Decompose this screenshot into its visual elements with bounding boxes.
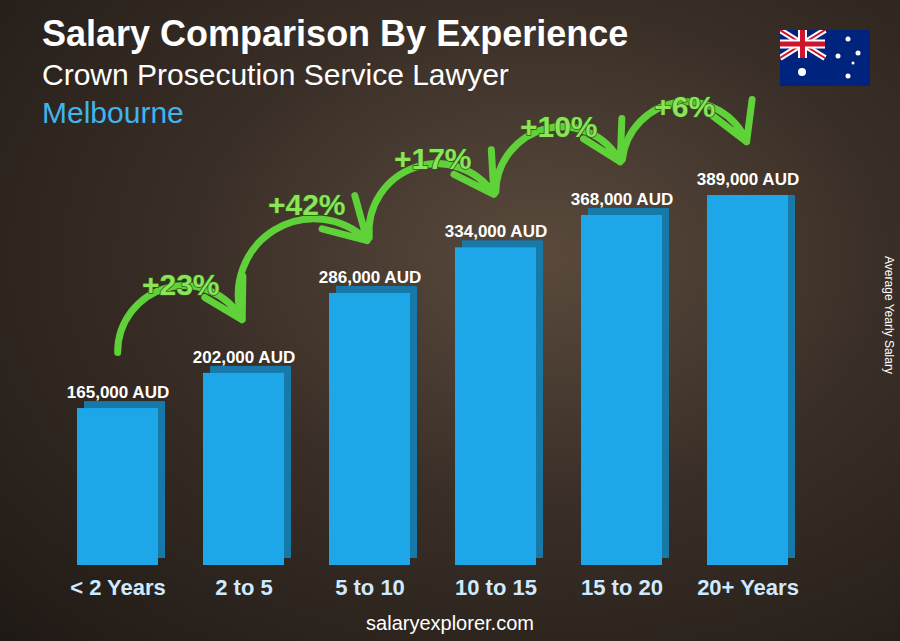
- svg-text:< 2 Years: < 2 Years: [70, 575, 166, 600]
- svg-text:334,000 AUD: 334,000 AUD: [445, 222, 547, 241]
- svg-text:368,000 AUD: 368,000 AUD: [571, 190, 673, 209]
- svg-text:+6%: +6%: [654, 90, 715, 123]
- svg-text:165,000 AUD: 165,000 AUD: [67, 383, 169, 402]
- svg-text:20+ Years: 20+ Years: [697, 575, 799, 600]
- svg-text:+10%: +10%: [520, 110, 598, 143]
- html-text:Salary Comparison By Experienc: Salary Comparison By Experience: [42, 13, 629, 54]
- svg-text:2 to 5: 2 to 5: [215, 575, 272, 600]
- html-text:Average Yearly Salary: Average Yearly Salary: [882, 256, 896, 374]
- svg-text:202,000 AUD: 202,000 AUD: [193, 348, 295, 367]
- html-text:Crown Prosecution Service Lawy: Crown Prosecution Service Lawyer: [42, 58, 509, 91]
- svg-text:+42%: +42%: [268, 188, 346, 221]
- svg-text:10 to 15: 10 to 15: [455, 575, 537, 600]
- svg-text:286,000 AUD: 286,000 AUD: [319, 268, 421, 287]
- svg-text:+17%: +17%: [394, 142, 472, 175]
- html-text:Melbourne: Melbourne: [42, 96, 184, 129]
- svg-text:+23%: +23%: [142, 268, 220, 301]
- html-text:salaryexplorer.com: salaryexplorer.com: [366, 612, 534, 634]
- svg-text:15 to 20: 15 to 20: [581, 575, 663, 600]
- svg-text:389,000 AUD: 389,000 AUD: [697, 170, 799, 189]
- svg-text:5 to 10: 5 to 10: [335, 575, 405, 600]
